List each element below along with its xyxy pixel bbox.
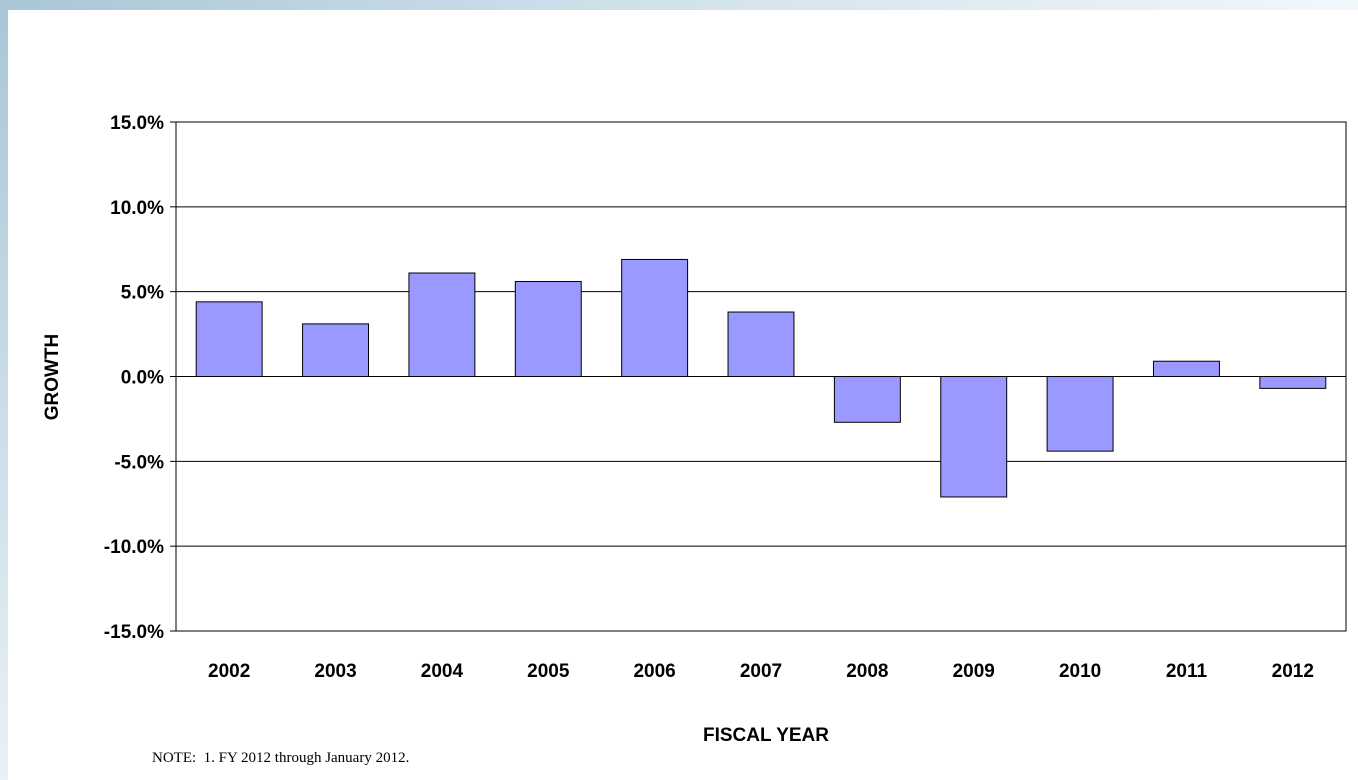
window-frame-top (0, 0, 1358, 10)
y-axis-title: GROWTH (42, 334, 63, 421)
bar (621, 258, 689, 377)
x-tick-labels: 2002 2003 2004 2005 2006 2007 2008 2009 2010 2011… (208, 661, 1314, 682)
bar (1152, 360, 1220, 378)
bar (514, 280, 582, 377)
y-tick-label: 10.0% (110, 198, 164, 219)
x-tick-label: 2012 (1272, 661, 1314, 682)
x-tick-label: 2008 (846, 661, 888, 682)
bars (195, 258, 1327, 498)
axes (170, 121, 1347, 632)
y-tick-labels: 15.0% 10.0% 5.0% 0.0% -5.0% -10.0% -15.0% (104, 113, 164, 643)
x-tick-label: 2007 (740, 661, 782, 682)
y-tick-label: 5.0% (121, 283, 164, 304)
plot-area-border (175, 121, 1347, 632)
x-tick-label: 2006 (633, 661, 675, 682)
x-tick-label: 2005 (527, 661, 570, 682)
y-tick-label: -15.0% (104, 622, 164, 643)
y-tick-label: -10.0% (104, 537, 164, 558)
bar (1259, 376, 1327, 389)
x-tick-label: 2004 (421, 661, 464, 682)
footnote: NOTE: 1. FY 2012 through January 2012. (152, 750, 410, 766)
bar (408, 272, 476, 377)
bar (940, 376, 1008, 498)
x-tick-label: 2010 (1059, 661, 1101, 682)
x-axis-title: FISCAL YEAR (703, 725, 829, 746)
bar (1046, 376, 1114, 452)
y-tick-label: 0.0% (121, 368, 164, 389)
x-tick-label: 2003 (314, 661, 356, 682)
x-tick-label: 2009 (953, 661, 995, 682)
bar (833, 376, 901, 423)
x-tick-label: 2011 (1166, 661, 1208, 682)
window-frame-left (0, 0, 8, 780)
bar (195, 301, 263, 378)
y-tick-label: -5.0% (114, 452, 164, 473)
bar (727, 311, 795, 378)
x-tick-label: 2002 (208, 661, 250, 682)
y-tick-label: 15.0% (110, 113, 164, 134)
bar (302, 323, 370, 377)
